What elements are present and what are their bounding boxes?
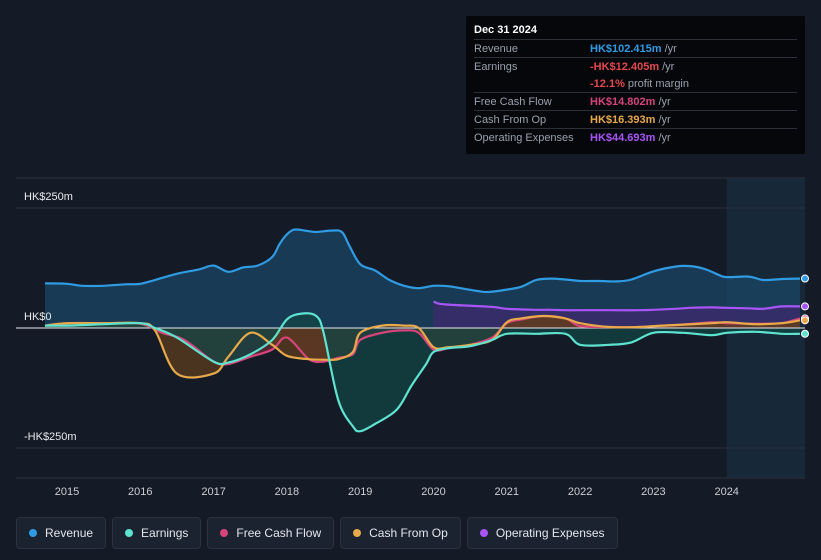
- revenue-area: [45, 229, 800, 328]
- tooltip-row: -12.1% profit margin: [474, 75, 797, 92]
- tooltip-row-value: HK$16.393m: [590, 113, 656, 126]
- grid-lines: [16, 177, 805, 479]
- tooltip-row: Operating Expenses HK$44.693m/yr: [474, 128, 797, 146]
- tooltip-row-value: -HK$12.405m: [590, 60, 660, 73]
- series-endpoints: [801, 274, 809, 338]
- legend-item-revenue[interactable]: Revenue: [16, 517, 107, 549]
- x-tick-label: 2021: [495, 486, 519, 498]
- x-tick-label: 2020: [421, 486, 445, 498]
- tooltip-row-value: HK$102.415m: [590, 42, 662, 55]
- x-tick-label: 2024: [714, 486, 738, 498]
- cash-from-op-endpoint: [801, 316, 809, 325]
- tooltip-row-unit: profit margin: [627, 77, 689, 90]
- legend-dot-icon: [125, 529, 134, 537]
- x-tick-label: 2018: [275, 486, 299, 498]
- y-tick-label: -HK$250m: [24, 431, 77, 443]
- tooltip-row-unit: /yr: [662, 60, 675, 73]
- earnings-line: [44, 312, 801, 433]
- tooltip-row-label: Revenue: [474, 42, 519, 55]
- x-tick-label: 2017: [201, 486, 225, 498]
- legend-item-operating-expenses[interactable]: Operating Expenses: [466, 517, 618, 549]
- y-axis-labels: HK$250m HK$0 -HK$250m: [24, 191, 77, 443]
- operating-expenses-line: [433, 300, 801, 312]
- tooltip-row: Cash From Op HK$16.393m/yr: [474, 110, 797, 128]
- series-lines: [44, 228, 801, 433]
- legend: Revenue Earnings Free Cash Flow Cash From O…: [16, 517, 618, 549]
- revenue-endpoint: [801, 274, 809, 283]
- legend-item-free-cash-flow[interactable]: Free Cash Flow: [207, 517, 335, 549]
- x-tick-label: 2019: [348, 486, 372, 498]
- legend-item-earnings[interactable]: Earnings: [112, 517, 202, 549]
- tooltip-row-label: Earnings: [474, 60, 518, 73]
- tooltip-row-unit: /yr: [658, 113, 671, 126]
- earnings-endpoint: [801, 329, 809, 338]
- revenue-line: [44, 228, 801, 294]
- legend-label: Revenue: [45, 526, 94, 540]
- legend-label: Operating Expenses: [495, 526, 605, 540]
- tooltip-row: Revenue HK$102.415m/yr: [474, 39, 797, 57]
- tooltip-row-label: Free Cash Flow: [474, 95, 552, 108]
- legend-label: Cash From Op: [369, 526, 448, 540]
- legend-dot-icon: [353, 529, 362, 537]
- tooltip-row: Earnings -HK$12.405m/yr: [474, 57, 797, 75]
- x-axis-labels: 2015 2016 2017 2018 2019 2020 2021 2022 2023 2024: [55, 486, 739, 498]
- y-tick-label: HK$250m: [24, 191, 73, 203]
- legend-label: Free Cash Flow: [236, 526, 322, 540]
- legend-item-cash-from-op[interactable]: Cash From Op: [340, 517, 461, 549]
- tooltip-row-unit: /yr: [658, 95, 671, 108]
- legend-label: Earnings: [141, 526, 189, 540]
- tooltip: Dec 31 2024 Revenue HK$102.415m/yr Earning…: [466, 16, 805, 154]
- operating-expenses-endpoint: [801, 302, 809, 311]
- tooltip-row-label: Operating Expenses: [474, 131, 574, 144]
- x-tick-label: 2023: [641, 486, 665, 498]
- tooltip-row-label: Cash From Op: [474, 113, 547, 126]
- legend-dot-icon: [220, 529, 229, 537]
- tooltip-date: Dec 31 2024: [474, 24, 537, 36]
- y-tick-label: HK$0: [24, 311, 52, 323]
- legend-dot-icon: [479, 529, 488, 537]
- tooltip-row-value: HK$44.693m: [590, 131, 656, 144]
- tooltip-row-unit: /yr: [664, 42, 677, 55]
- tooltip-row-value: HK$14.802m: [590, 95, 656, 108]
- tooltip-row-value: -12.1%: [590, 77, 625, 90]
- x-tick-label: 2022: [568, 486, 592, 498]
- tooltip-row-unit: /yr: [658, 131, 671, 144]
- tooltip-row: Free Cash Flow HK$14.802m/yr: [474, 92, 797, 110]
- legend-dot-icon: [29, 529, 37, 537]
- cash-from-op-line: [44, 314, 801, 379]
- tooltip-rows: Revenue HK$102.415m/yr Earnings -HK$12.405m…: [474, 39, 797, 146]
- x-tick-label: 2016: [128, 486, 152, 498]
- earnings-area: [45, 313, 800, 432]
- x-tick-label: 2015: [55, 486, 79, 498]
